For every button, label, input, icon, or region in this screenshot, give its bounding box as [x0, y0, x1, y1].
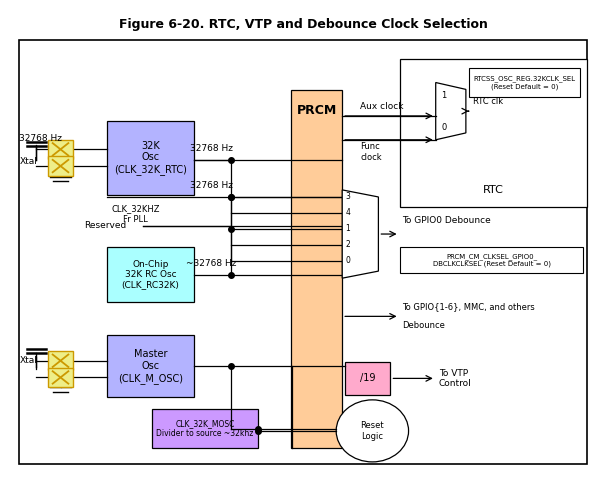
Text: Xtal: Xtal	[19, 356, 38, 365]
Text: 3: 3	[345, 192, 350, 202]
Bar	[291, 90, 342, 447]
Text: 32768 Hz: 32768 Hz	[190, 144, 233, 153]
Text: PRCM_CM_CLKSEL_GPIO0_
DBCLKCLKSEL (Reset Default = 0): PRCM_CM_CLKSEL_GPIO0_ DBCLKCLKSEL (Reset…	[433, 253, 550, 267]
Bar	[107, 336, 195, 397]
Text: Master
Osc
(CLK_M_OSC): Master Osc (CLK_M_OSC)	[118, 349, 183, 384]
Text: /19: /19	[360, 373, 376, 384]
Text: PRCM: PRCM	[296, 104, 337, 117]
Text: To GPIO{1-6}, MMC, and others: To GPIO{1-6}, MMC, and others	[402, 302, 535, 312]
Text: 0: 0	[441, 123, 447, 132]
Text: Xtal: Xtal	[19, 157, 38, 166]
Text: ~32768 Hz: ~32768 Hz	[186, 259, 236, 268]
Text: Figure 6-20. RTC, VTP and Debounce Clock Selection: Figure 6-20. RTC, VTP and Debounce Clock…	[119, 18, 487, 31]
Text: Reserved: Reserved	[85, 221, 127, 230]
FancyBboxPatch shape	[48, 140, 73, 159]
Text: Aux clock: Aux clock	[361, 102, 404, 111]
Text: Func
clock: Func clock	[361, 142, 382, 162]
Text: 0: 0	[345, 256, 350, 265]
Bar	[399, 247, 584, 274]
Text: RTC: RTC	[482, 185, 504, 195]
Text: RTCSS_OSC_REG.32KCLK_SEL
(Reset Default = 0): RTCSS_OSC_REG.32KCLK_SEL (Reset Default …	[474, 75, 576, 90]
Polygon shape	[342, 190, 378, 278]
Text: 1: 1	[441, 91, 447, 100]
Text: 4: 4	[345, 208, 350, 217]
Bar	[19, 39, 587, 464]
Text: 32K
Osc
(CLK_32K_RTC): 32K Osc (CLK_32K_RTC)	[115, 141, 187, 175]
Bar	[152, 409, 258, 447]
Text: To VTP
Control: To VTP Control	[439, 369, 471, 388]
Text: On-Chip
32K RC Osc
(CLK_RC32K): On-Chip 32K RC Osc (CLK_RC32K)	[122, 260, 179, 289]
Text: To GPIO0 Debounce: To GPIO0 Debounce	[402, 216, 491, 226]
Text: Debounce: Debounce	[402, 321, 445, 330]
Ellipse shape	[336, 400, 408, 462]
Text: 1: 1	[345, 224, 350, 233]
Bar	[345, 362, 390, 395]
Bar	[469, 68, 581, 97]
FancyBboxPatch shape	[48, 368, 73, 387]
Text: Reset
Logic: Reset Logic	[361, 421, 384, 441]
Polygon shape	[436, 83, 466, 140]
Bar	[107, 120, 195, 195]
Text: 2: 2	[345, 240, 350, 249]
Text: CLK_32K_MOSC
Divider to source ~32khz: CLK_32K_MOSC Divider to source ~32khz	[156, 419, 254, 438]
Bar	[399, 59, 587, 206]
Text: 32768 Hz: 32768 Hz	[19, 134, 62, 144]
FancyBboxPatch shape	[48, 156, 73, 176]
Text: 32768 Hz: 32768 Hz	[190, 181, 233, 190]
Bar	[107, 247, 195, 302]
Text: CLK_32KHZ
Fr PLL: CLK_32KHZ Fr PLL	[111, 204, 159, 224]
FancyBboxPatch shape	[48, 351, 73, 370]
Text: RTC clk: RTC clk	[473, 97, 503, 107]
